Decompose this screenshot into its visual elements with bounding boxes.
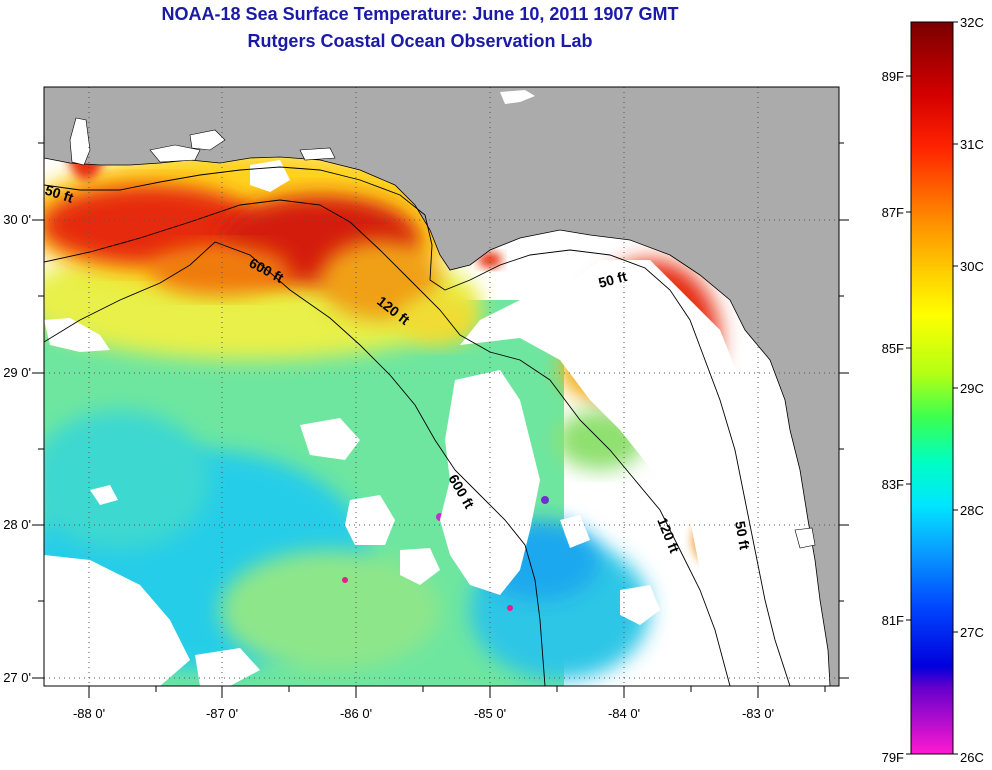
lat-label: 30 0' bbox=[3, 212, 31, 227]
isobaths bbox=[44, 166, 791, 686]
lat-label: 28 0' bbox=[3, 517, 31, 532]
lat-label: 29 0' bbox=[3, 365, 31, 380]
lon-label: -85 0' bbox=[474, 706, 506, 721]
celsius-tick-label: 28C bbox=[960, 503, 984, 518]
fahrenheit-tick-label: 81F bbox=[882, 613, 904, 628]
lat-label: 27 0' bbox=[3, 670, 31, 685]
contour-label-50ft-south: 50 ft bbox=[732, 520, 753, 551]
lon-label: -83 0' bbox=[742, 706, 774, 721]
celsius-tick-label: 29C bbox=[960, 381, 984, 396]
land bbox=[44, 87, 839, 686]
fahrenheit-tick-label: 89F bbox=[882, 69, 904, 84]
celsius-tick-label: 32C bbox=[960, 15, 984, 30]
cloud-mask bbox=[44, 160, 820, 686]
map-frame bbox=[43, 86, 840, 687]
celsius-tick-label: 30C bbox=[960, 259, 984, 274]
celsius-tick-label: 26C bbox=[960, 750, 984, 765]
fahrenheit-tick-label: 83F bbox=[882, 477, 904, 492]
lon-label: -87 0' bbox=[206, 706, 238, 721]
colorbar: 32C 31C 30C 29C 28C 27C 26C 89F 87F 85F … bbox=[882, 15, 984, 765]
lon-label: -84 0' bbox=[608, 706, 640, 721]
axis-ticks bbox=[32, 142, 849, 698]
lon-label: -86 0' bbox=[340, 706, 372, 721]
colorbar-gradient bbox=[910, 21, 954, 755]
fahrenheit-tick-label: 87F bbox=[882, 205, 904, 220]
fahrenheit-tick-label: 79F bbox=[882, 750, 904, 765]
celsius-tick-label: 27C bbox=[960, 625, 984, 640]
lon-axis-labels: -88 0' -87 0' -86 0' -85 0' -84 0' -83 0… bbox=[73, 706, 774, 721]
celsius-tick-label: 31C bbox=[960, 137, 984, 152]
contour-label-50ft-bigbend: 50 ft bbox=[597, 268, 629, 291]
lat-axis-labels: 30 0' 29 0' 28 0' 27 0' bbox=[3, 212, 31, 685]
fahrenheit-tick-label: 85F bbox=[882, 341, 904, 356]
map-title: NOAA-18 Sea Surface Temperature: June 10… bbox=[161, 4, 679, 24]
map-plot-area bbox=[44, 87, 839, 686]
lon-label: -88 0' bbox=[73, 706, 105, 721]
map-subtitle: Rutgers Coastal Ocean Observation Lab bbox=[247, 31, 593, 51]
